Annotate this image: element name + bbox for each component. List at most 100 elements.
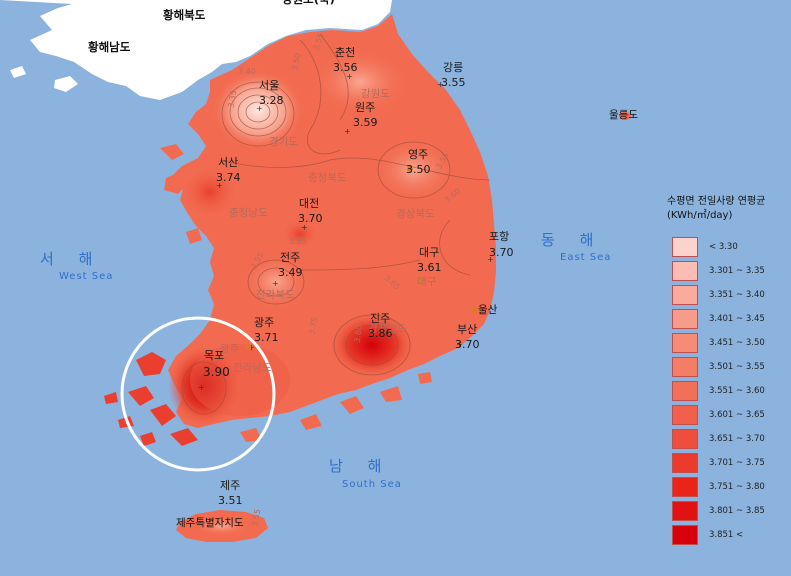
legend-label: 3.651 ~ 3.70 [709, 434, 765, 444]
seoul-low-zone [212, 70, 304, 150]
west-sea-label: 서 해 [40, 250, 103, 268]
station-name-chuncheon: 춘천 [335, 46, 356, 59]
province-gyeonggi: 경기도 [269, 136, 298, 148]
legend-label: 3.301 ~ 3.35 [709, 266, 765, 276]
ulleung-land [619, 112, 631, 120]
legend-item: < 3.30 [672, 237, 790, 259]
east-sea-label: 동 해 [541, 231, 604, 249]
east-sea-en-label: East Sea [560, 252, 612, 263]
station-value-daejeon: 3.70 [298, 212, 323, 225]
province-jeonnam: 전라남도 [233, 362, 272, 374]
legend-item: 3.801 ~ 3.85 [672, 501, 790, 523]
station-value-pohang: 3.70 [489, 246, 514, 259]
legend-item: 3.551 ~ 3.60 [672, 381, 790, 403]
ulleung-label: 울릉도 [609, 109, 638, 121]
station-value-chuncheon: 3.56 [333, 61, 358, 74]
station-value-jinju: 3.86 [368, 327, 393, 340]
station-name-gangneung: 강릉 [443, 61, 464, 74]
station-name-seoul: 서울 [259, 79, 280, 92]
svg-text:+: + [256, 104, 263, 113]
north-islet [54, 76, 78, 92]
svg-text:+: + [344, 127, 351, 136]
legend-label: 3.551 ~ 3.60 [709, 386, 765, 396]
ulsan-label: 울산 [478, 304, 498, 316]
southwest-zone [190, 344, 290, 416]
legend-swatch [672, 381, 698, 401]
gwangju-city-label: 광주 [220, 343, 240, 355]
svg-text:+: + [198, 383, 205, 392]
station-name-jeju: 제주 [220, 479, 241, 492]
province-chungbuk: 충청북도 [308, 172, 347, 184]
svg-text:+: + [272, 279, 279, 288]
seosan-zone [180, 164, 240, 220]
legend-item: 3.401 ~ 3.45 [672, 309, 790, 331]
legend-label: 3.501 ~ 3.55 [709, 362, 765, 372]
legend-item: 3.701 ~ 3.75 [672, 453, 790, 475]
legend-item: 3.751 ~ 3.80 [672, 477, 790, 499]
station-name-wonju: 원주 [355, 101, 376, 114]
legend-label: 3.801 ~ 3.85 [709, 506, 765, 516]
station-name-daegu: 대구 [419, 246, 440, 259]
contour-label: 3.85 [373, 321, 391, 330]
jeju-province-label: 제주특별자치도 [176, 517, 244, 529]
station-name-pohang: 포항 [489, 230, 510, 243]
west-sea-en-label: West Sea [59, 271, 114, 282]
legend-swatch [672, 285, 698, 305]
jinju-high-zone [328, 311, 416, 379]
north-land [0, 0, 392, 100]
station-markers: + + + + + + + + + + + [198, 72, 494, 392]
station-name-daejeon: 대전 [299, 197, 320, 210]
svg-text:+: + [437, 80, 444, 89]
legend-label: < 3.30 [709, 242, 738, 252]
legend-item: 3.651 ~ 3.70 [672, 429, 790, 451]
gangwon-north-label: 강원도(북) [282, 0, 335, 6]
station-value-seosan: 3.74 [216, 171, 241, 184]
legend-item: 3.451 ~ 3.50 [672, 333, 790, 355]
station-value-mokpo: 3.90 [203, 365, 230, 379]
legend-title-text: 수평면 전일사량 연평균 [667, 196, 766, 207]
station-value-gangneung: 3.55 [441, 76, 466, 89]
legend-swatch [672, 453, 698, 473]
station-value-jeonju: 3.49 [278, 266, 303, 279]
legend-label: 3.851 < [709, 530, 744, 540]
hwanghae-south-label: 황해남도 [88, 40, 131, 54]
legend-title: 수평면 전일사량 연평균 (KWh/㎡/day) [667, 195, 765, 223]
legend-swatch [672, 309, 698, 329]
province-jeonbuk: 전라북도 [256, 289, 295, 301]
station-value-busan: 3.70 [455, 338, 480, 351]
station-name-busan: 부산 [457, 323, 478, 336]
legend-swatch [672, 477, 698, 497]
legend-label: 3.751 ~ 3.80 [709, 482, 765, 492]
station-value-daegu: 3.61 [417, 261, 442, 274]
station-name-mokpo: 목포 [204, 349, 225, 362]
daegu-city-label: 대구 [417, 276, 437, 288]
station-value-wonju: 3.59 [353, 116, 378, 129]
svg-text:+: + [487, 255, 494, 264]
province-gyeongbuk: 경상북도 [396, 208, 435, 220]
legend-swatch [672, 357, 698, 377]
station-value-yeongju: 3.50 [406, 163, 431, 176]
legend-swatch [672, 333, 698, 353]
province-gangwon: 강원도 [361, 88, 390, 100]
contour-label: 3.40 [238, 67, 256, 76]
legend-item: 3.501 ~ 3.55 [672, 357, 790, 379]
daejeon-zone [280, 218, 320, 250]
legend-swatch [672, 405, 698, 425]
svg-text:+: + [248, 343, 255, 352]
west-islands [160, 106, 216, 244]
legend-label: 3.351 ~ 3.40 [709, 290, 765, 300]
svg-text:+: + [456, 340, 463, 349]
station-value-gwangju: 3.71 [254, 331, 279, 344]
station-name-jinju: 진주 [370, 312, 391, 325]
legend-item: 3.851 < [672, 525, 790, 547]
province-gyeongnam: 경상남도 [368, 323, 407, 335]
contour-lines [181, 33, 491, 415]
north-islet [10, 66, 26, 78]
station-name-seosan: 서산 [218, 156, 239, 169]
province-chungnam: 충청남도 [229, 207, 268, 219]
south-sea-label: 남 해 [329, 457, 392, 475]
legend-swatch [672, 237, 698, 257]
legend-label: 3.451 ~ 3.50 [709, 338, 765, 348]
